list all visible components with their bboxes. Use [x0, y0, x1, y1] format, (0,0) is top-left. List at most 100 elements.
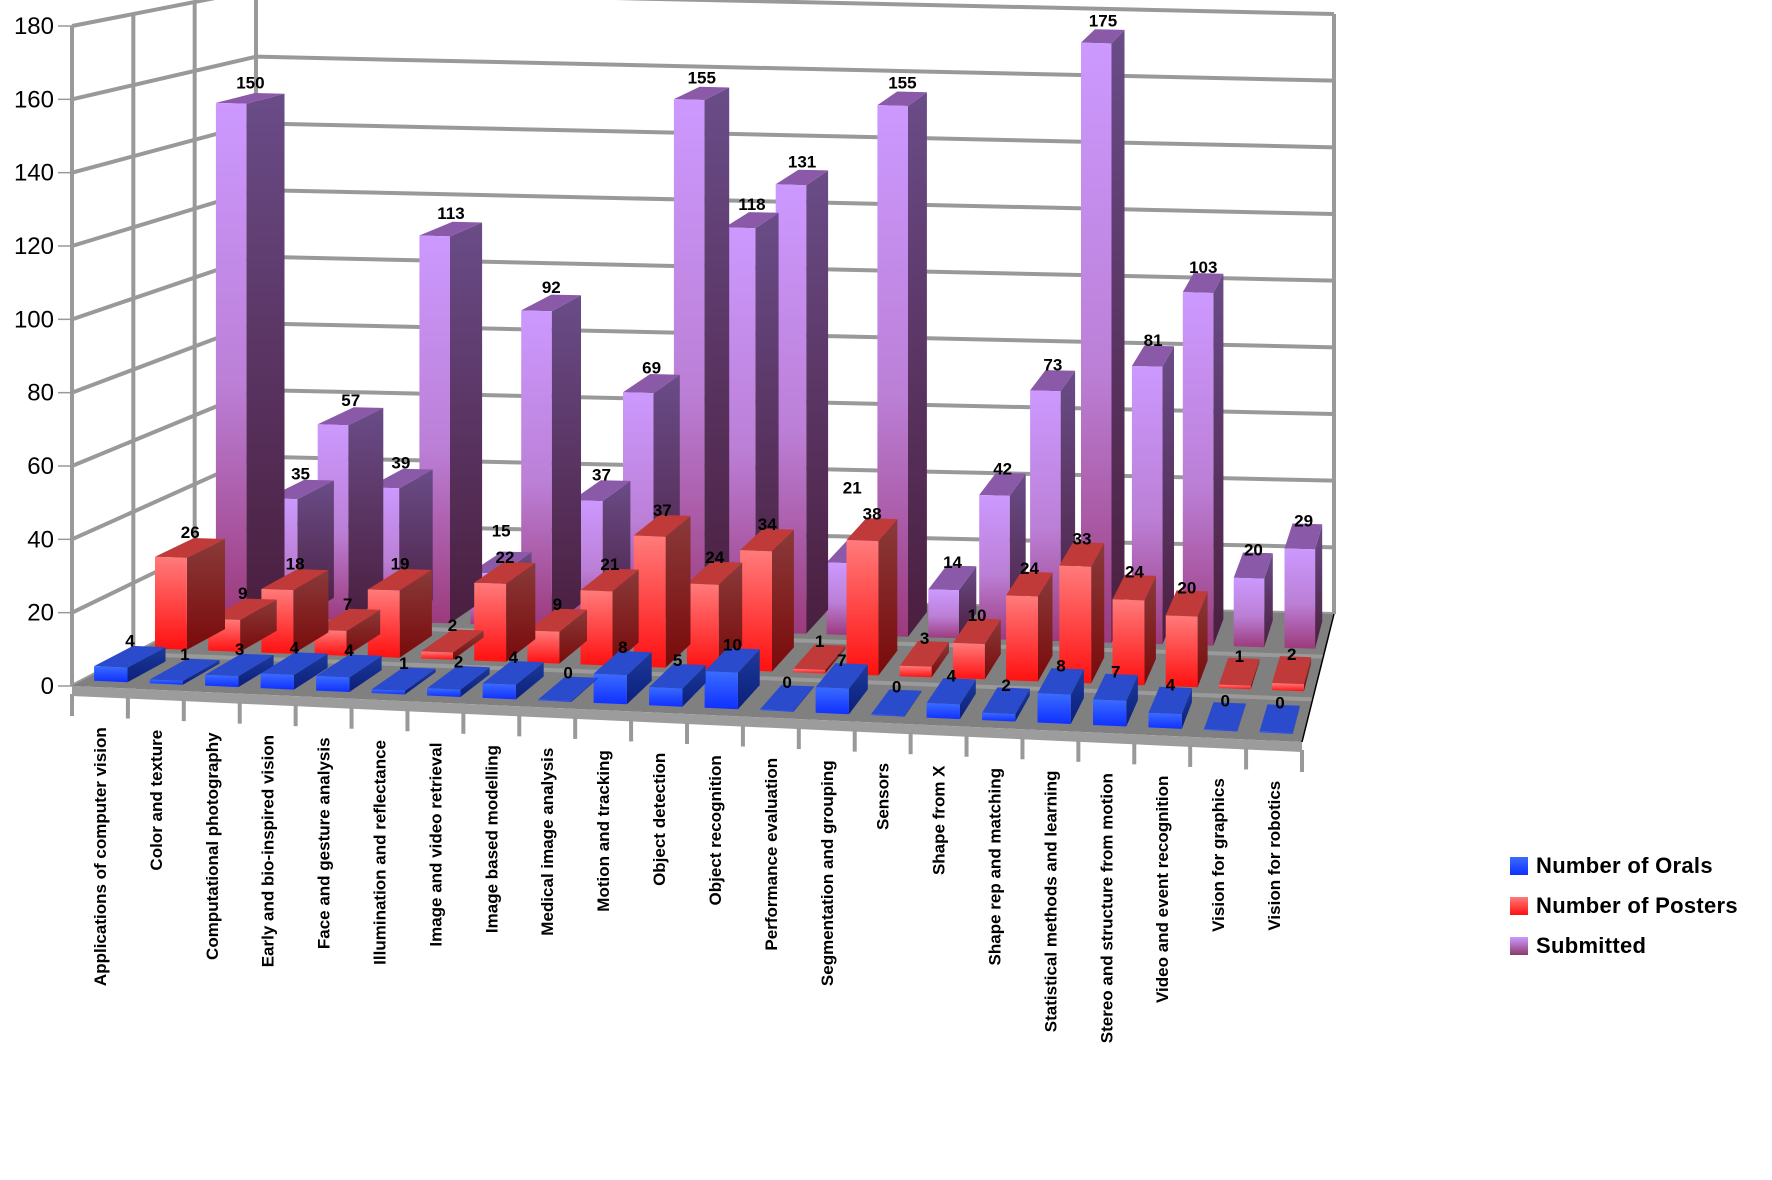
bar-top-face [593, 650, 652, 676]
y-tick-label: 160 [14, 86, 54, 113]
bar-posters-20 [1218, 657, 1260, 690]
bar-side-face [984, 619, 1001, 680]
data-label-orals-16: 2 [1001, 676, 1010, 695]
data-label-orals-8: 0 [563, 664, 572, 683]
bar-front-face [899, 665, 932, 678]
bar-side-face [1264, 553, 1273, 648]
data-label-submitted-18: 81 [1144, 331, 1163, 350]
data-label-posters-19: 20 [1177, 578, 1196, 597]
bar-side-face [238, 655, 274, 688]
data-label-submitted-21: 29 [1294, 511, 1313, 530]
bar-side-face [931, 642, 949, 678]
data-label-posters-4: 19 [391, 555, 410, 574]
data-label-orals-20: 0 [1220, 691, 1229, 710]
bar-side-face [1015, 688, 1030, 722]
bar-side-face [1144, 575, 1156, 686]
bar-side-face [186, 539, 225, 650]
bar-side-face [515, 662, 544, 700]
bar-front-face [877, 105, 908, 637]
bar-top-face [815, 663, 868, 689]
x-category-label: Shape from X [930, 765, 949, 875]
bar-top-face [427, 665, 490, 690]
data-label-submitted-3: 39 [391, 454, 410, 473]
data-label-orals-21: 0 [1275, 694, 1284, 713]
bar-side-face [1250, 658, 1260, 690]
legend-swatch-orals [1510, 857, 1528, 875]
bar-top-face [155, 538, 225, 558]
bar-orals-12 [760, 685, 814, 712]
bar-top-face [527, 608, 587, 632]
bar-front-face [367, 589, 400, 658]
bar-top-face [149, 658, 220, 681]
bars-layer [94, 29, 1323, 734]
bar-posters-18 [1112, 574, 1156, 686]
bar-posters-0 [155, 538, 225, 650]
bar-front-face [928, 589, 959, 639]
bar-posters-11 [740, 528, 794, 672]
bar-posters-8 [580, 568, 639, 666]
y-tick-label: 0 [41, 673, 54, 700]
legend-label-orals: Number of Orals [1536, 853, 1713, 878]
floor-front-edge [72, 686, 1302, 752]
bar-side-face [908, 92, 927, 637]
bar-top-face [979, 472, 1026, 496]
bar-side-face [1292, 705, 1300, 734]
bar-side-face [506, 562, 536, 662]
bar-front-face [815, 687, 849, 715]
data-label-submitted-16: 73 [1043, 356, 1062, 375]
bar-orals-20 [1204, 702, 1246, 732]
x-category-label: Segmentation and grouping [818, 760, 837, 986]
bar-side-face [127, 647, 166, 683]
bar-side-face [1237, 703, 1246, 732]
bar-top-face [926, 678, 976, 705]
bar-front-face [704, 671, 738, 710]
legend-item-submitted: Submitted [1510, 926, 1738, 966]
bar-front-face [871, 714, 905, 717]
data-label-orals-3: 4 [290, 639, 300, 658]
bar-posters-9 [633, 514, 691, 668]
bar-orals-0 [94, 645, 166, 683]
data-label-posters-8: 21 [600, 555, 619, 574]
bar-top-face [1259, 704, 1300, 733]
bar-front-face [1037, 693, 1071, 724]
bar-side-face [246, 93, 285, 618]
bar-side-face [825, 645, 846, 674]
bar-top-face [316, 654, 382, 678]
bar-orals-18 [1093, 673, 1138, 727]
data-label-submitted-6: 92 [542, 278, 561, 297]
x-category-label: Stereo and structure from motion [1097, 773, 1116, 1043]
data-label-orals-1: 1 [180, 645, 189, 664]
data-label-submitted-0: 150 [236, 73, 264, 92]
y-tick-label: 100 [14, 306, 54, 333]
x-category-label: Medical image analysis [538, 748, 557, 936]
bar-top-face [521, 294, 581, 312]
bar-submitted-6 [521, 294, 581, 627]
bar-side-face [806, 170, 829, 634]
bar-top-face [367, 568, 432, 591]
bar-top-face [419, 221, 483, 237]
bar-top-face [1165, 590, 1208, 617]
bar-top-face [1148, 686, 1192, 715]
data-label-posters-16: 24 [1020, 559, 1039, 578]
legend-item-posters: Number of Posters [1510, 886, 1738, 926]
bar-side-face [460, 667, 490, 697]
y-axis: 0 20 40 60 80 100 120 140 160 180 [14, 13, 72, 700]
bar-orals-8 [538, 676, 598, 702]
data-label-orals-7: 4 [509, 648, 519, 667]
bar-top-face [1131, 345, 1174, 367]
bar-front-face [846, 539, 879, 676]
x-category-label: Object detection [650, 753, 669, 886]
bar-top-face [928, 565, 977, 591]
bar-top-face [793, 644, 846, 670]
data-label-submitted-1: 35 [291, 464, 310, 483]
bar-side-face [958, 566, 977, 639]
x-category-label: Object recognition [706, 755, 725, 905]
data-label-posters-15: 10 [968, 606, 987, 625]
bar-top-face [1233, 552, 1273, 579]
bar-side-face [551, 295, 581, 627]
data-label-posters-1: 9 [238, 584, 247, 603]
data-label-submitted-15: 42 [993, 459, 1012, 478]
data-label-orals-10: 5 [673, 651, 682, 670]
bar-orals-6 [427, 665, 490, 697]
bar-side-face [1181, 688, 1192, 729]
